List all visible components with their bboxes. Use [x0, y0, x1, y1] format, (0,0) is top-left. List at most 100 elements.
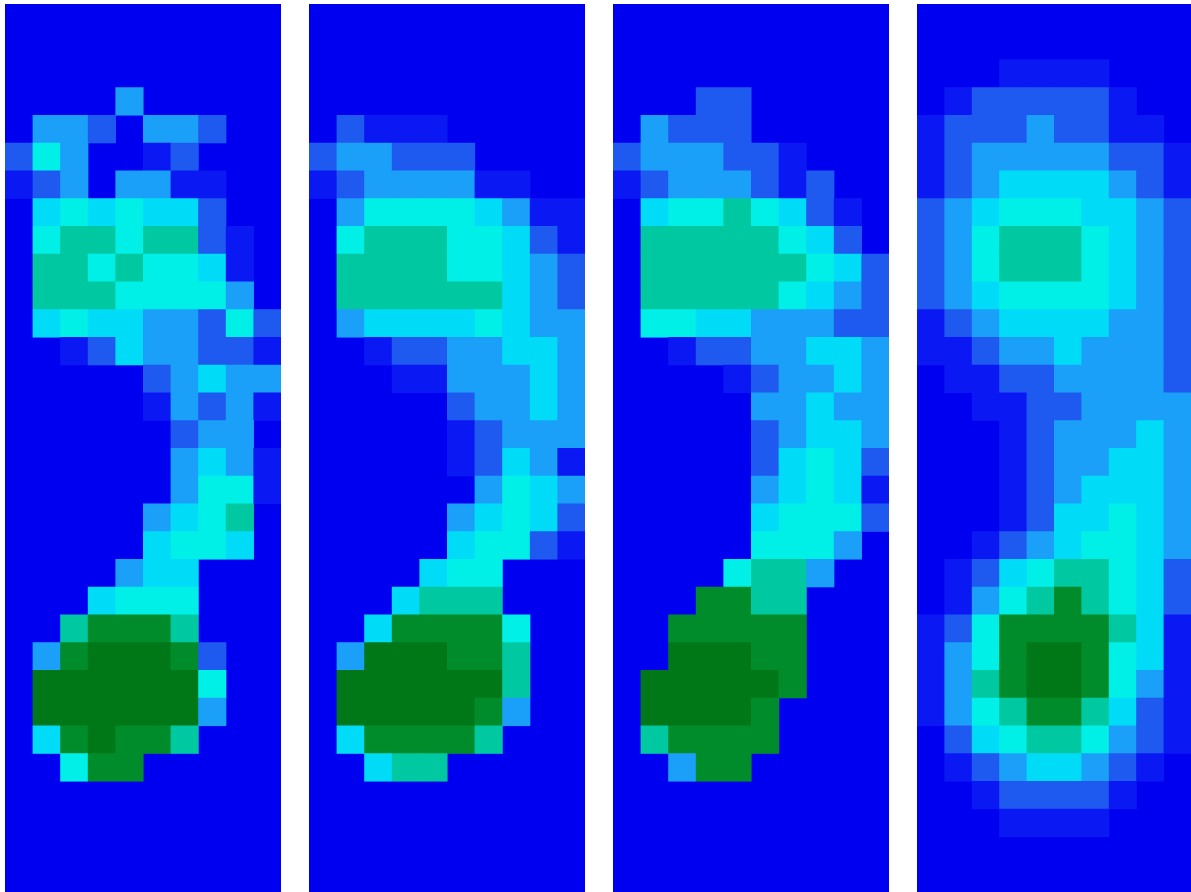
heatmap-cell: [971, 392, 1000, 421]
heatmap-cell: [1108, 614, 1137, 643]
heatmap-cell: [917, 253, 945, 283]
heatmap-cell: [143, 253, 172, 283]
heatmap-cell: [1108, 87, 1137, 116]
heatmap-cell: [419, 198, 448, 227]
heatmap-cell: [806, 170, 835, 199]
heatmap-cell: [529, 503, 558, 532]
heatmap-cell: [1026, 448, 1055, 477]
heatmap-cell: [60, 753, 89, 782]
heatmap-cell: [474, 697, 503, 727]
heatmap-cell: [751, 142, 780, 172]
heatmap-cell: [944, 281, 973, 310]
heatmap-cell: [1108, 753, 1137, 782]
heatmap-cell: [999, 253, 1028, 283]
heatmap-cell: [419, 337, 448, 366]
heatmap-cell: [1136, 448, 1165, 477]
heatmap-cell: [695, 586, 724, 616]
heatmap-cell: [999, 309, 1028, 338]
heatmap-cell: [115, 725, 144, 754]
heatmap-cell: [1081, 753, 1110, 782]
heatmap-cell: [447, 226, 476, 255]
heatmap-cell: [32, 115, 61, 144]
heatmap-cell: [143, 309, 172, 338]
heatmap-cell: [1026, 337, 1055, 366]
heatmap-cell: [971, 642, 1000, 671]
heatmap-cell: [198, 281, 227, 310]
heatmap-cell: [778, 226, 807, 255]
heatmap-cell: [1163, 586, 1191, 616]
heatmap-cell: [198, 420, 227, 449]
heatmap-cell: [309, 142, 338, 172]
heatmap-cell: [170, 531, 199, 560]
heatmap-cell: [1081, 586, 1110, 616]
heatmap-cell: [447, 559, 476, 588]
heatmap-cell: [1054, 198, 1082, 227]
heatmap-cell: [529, 531, 558, 560]
heatmap-cell: [944, 198, 973, 227]
heatmap-cell: [115, 642, 144, 671]
heatmap-cell: [999, 420, 1028, 449]
heatmap-cell: [419, 281, 448, 310]
heatmap-cell: [668, 753, 697, 782]
heatmap-cell: [1081, 420, 1110, 449]
heatmap-cell: [529, 420, 558, 449]
heatmap-cell: [723, 670, 752, 699]
heatmap-cell: [971, 670, 1000, 699]
heatmap-cell: [999, 503, 1028, 532]
heatmap-cell: [917, 670, 945, 699]
heatmap-cell: [1163, 170, 1191, 199]
heatmap-cell: [474, 531, 503, 560]
heatmap-cell: [833, 226, 862, 255]
heatmap-cell: [447, 503, 476, 532]
heatmap-cell: [1163, 309, 1191, 338]
heatmap-cell: [833, 448, 862, 477]
heatmap-cell: [944, 586, 973, 616]
heatmap-cell: [1081, 559, 1110, 588]
heatmap-cell: [87, 725, 116, 754]
heatmap-cell: [640, 309, 669, 338]
heatmap-cell: [170, 226, 199, 255]
heatmap-cell: [1081, 808, 1110, 838]
heatmap-cell: [364, 697, 393, 727]
heatmap-cell: [917, 198, 945, 227]
heatmap-cell: [778, 559, 807, 588]
heatmap-cell: [143, 281, 172, 310]
heatmap-cell: [336, 281, 365, 310]
heatmap-cell: [1054, 392, 1082, 421]
heatmap-cell: [170, 170, 199, 199]
heatmap-cell: [170, 392, 199, 421]
heatmap-cell: [1054, 781, 1082, 810]
heatmap-cell: [640, 725, 669, 754]
heatmap-cell: [806, 503, 835, 532]
heatmap-cell: [999, 642, 1028, 671]
heatmap-cell: [806, 364, 835, 394]
heatmap-cell: [1081, 309, 1110, 338]
heatmap-cell: [60, 670, 89, 699]
heatmap-cell: [419, 697, 448, 727]
heatmap-cell: [917, 170, 945, 199]
heatmap-cell: [1108, 670, 1137, 699]
heatmap-cell: [1081, 59, 1110, 88]
heatmap-cell: [861, 392, 889, 421]
heatmap-cell: [1108, 725, 1137, 754]
heatmap-cell: [225, 281, 254, 310]
heatmap-cell: [198, 448, 227, 477]
heatmap-cell: [1081, 642, 1110, 671]
heatmap-cell: [861, 337, 889, 366]
heatmap-cell: [833, 281, 862, 310]
heatmap-cell: [225, 420, 254, 449]
heatmap-cell: [999, 281, 1028, 310]
heatmap-cell: [999, 586, 1028, 616]
heatmap-cell: [668, 309, 697, 338]
heatmap-cell: [474, 198, 503, 227]
heatmap-cell: [87, 642, 116, 671]
heatmap-cell: [640, 142, 669, 172]
heatmap-cell: [502, 531, 531, 560]
heatmap-cell: [253, 337, 281, 366]
heatmap-cell: [32, 697, 61, 727]
heatmap-cell: [723, 559, 752, 588]
heatmap-cell: [143, 559, 172, 588]
heatmap-cell: [474, 226, 503, 255]
heatmap-cell: [971, 226, 1000, 255]
heatmap-cell: [695, 309, 724, 338]
